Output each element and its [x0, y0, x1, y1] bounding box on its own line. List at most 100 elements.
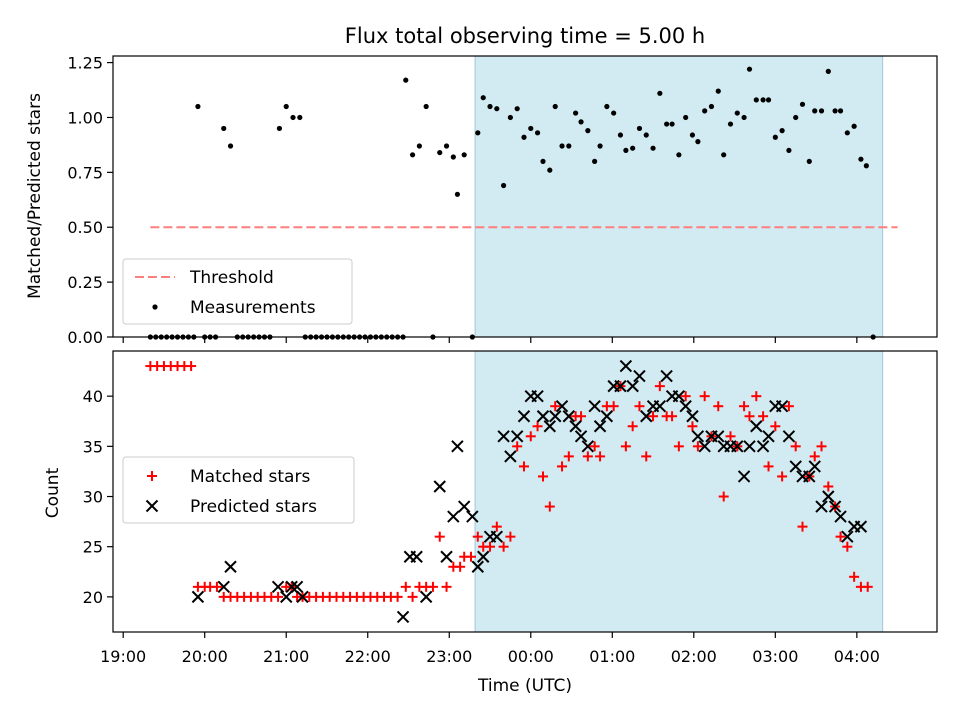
matched-star-point: [751, 391, 762, 402]
matched-star-point: [525, 431, 536, 442]
measurement-point: [592, 158, 598, 164]
bottom-ytick-label: 30: [83, 488, 103, 507]
cross-b: [653, 399, 667, 413]
measurement-point: [727, 121, 734, 127]
predicted-star-point: [614, 379, 627, 393]
matched-star-point: [641, 451, 652, 462]
cross-b: [834, 510, 847, 523]
cross-b: [789, 460, 802, 473]
matched-star-point: [758, 411, 769, 422]
cross-b: [808, 460, 821, 473]
cross-b: [569, 420, 582, 433]
matched-star-point: [407, 591, 418, 602]
matched-star-point: [692, 441, 703, 452]
predicted-star-point: [510, 430, 524, 443]
measurement-point: [793, 114, 799, 121]
measurement-point: [290, 114, 296, 121]
cross-b: [497, 430, 510, 443]
cross-b: [803, 470, 816, 483]
predicted-star-point: [803, 470, 816, 483]
measurement-point: [623, 147, 629, 153]
matched-star-point: [589, 441, 600, 452]
matched-star-point: [557, 461, 568, 472]
matched-star-point: [816, 441, 827, 452]
top-legend-box: [122, 258, 353, 325]
bottom-xtick-label: 01:00: [589, 647, 635, 666]
predicted-star-point: [712, 430, 725, 443]
cross-b: [737, 470, 751, 483]
matched-star-point: [744, 411, 755, 422]
measurement-point: [630, 145, 636, 151]
measurement-point: [501, 182, 507, 189]
top-ytick-label: 1.00: [67, 108, 103, 127]
cross-b: [549, 410, 562, 423]
legend-matched-label: Matched stars: [190, 467, 310, 487]
cross-b: [614, 379, 627, 393]
measurement-point: [540, 158, 546, 164]
cross-b: [271, 580, 285, 594]
matched-star-point: [608, 401, 619, 412]
cross-b: [581, 440, 595, 453]
predicted-star-point: [619, 359, 633, 373]
matched-star-point: [797, 521, 808, 532]
predicted-star-point: [581, 440, 595, 453]
predicted-star-point: [756, 440, 770, 453]
cross-b: [419, 590, 433, 604]
measurement-point: [487, 103, 493, 110]
cross-b: [672, 389, 686, 403]
measurement-point: [643, 132, 649, 138]
matched-star-point: [512, 441, 523, 452]
measurement-point: [664, 121, 670, 127]
measurement-point: [409, 152, 416, 158]
observing-window-bottom: [474, 350, 884, 633]
measurement-point: [825, 68, 831, 74]
measurement-point: [806, 158, 812, 164]
cross-b: [574, 430, 588, 443]
cross-b: [447, 510, 460, 523]
cross-b: [191, 590, 205, 604]
predicted-star-point: [549, 410, 562, 423]
matched-star-point: [783, 401, 794, 412]
bottom-ytick-label: 35: [83, 437, 103, 456]
measurement-point: [604, 103, 610, 110]
matched-star-point: [505, 531, 516, 542]
predicted-star-point: [737, 470, 751, 483]
predicted-star-point: [517, 410, 531, 423]
cross-b: [756, 440, 770, 453]
cross-b: [562, 410, 576, 423]
matched-star-point: [620, 441, 631, 452]
measurement-point: [423, 103, 429, 110]
predicted-star-point: [531, 389, 544, 403]
matched-star-point: [809, 451, 820, 462]
matched-star-point: [563, 451, 574, 462]
predicted-star-point: [691, 430, 705, 443]
predicted-star-point: [762, 430, 775, 443]
matched-star-point: [654, 381, 665, 392]
cross-b: [217, 580, 230, 594]
matched-star-point: [699, 391, 710, 402]
measurement-point: [683, 114, 689, 121]
measurement-point: [611, 110, 617, 116]
predicted-star-point: [653, 399, 667, 413]
cross-b: [433, 480, 446, 493]
cross-b: [660, 369, 673, 383]
matched-star-point: [713, 401, 724, 412]
measurement-point: [450, 154, 456, 160]
predicted-star-point: [497, 430, 510, 443]
cross-b: [743, 440, 756, 453]
predicted-star-point: [410, 550, 423, 563]
predicted-star-point: [569, 420, 582, 433]
predicted-star-point: [593, 420, 607, 433]
legend-predicted-label: Predicted stars: [190, 497, 317, 517]
measurement-point: [695, 139, 701, 145]
bottom-xtick-label: 22:00: [345, 647, 391, 666]
matched-star-point: [485, 541, 496, 552]
measurement-point: [832, 108, 838, 114]
bottom-xtick-label: 00:00: [508, 647, 554, 666]
top-legend: Threshold Measurements: [122, 258, 353, 325]
measurement-point: [617, 132, 624, 138]
cross-b: [640, 410, 653, 423]
matched-star-point: [687, 421, 698, 432]
cross-b: [782, 430, 796, 443]
